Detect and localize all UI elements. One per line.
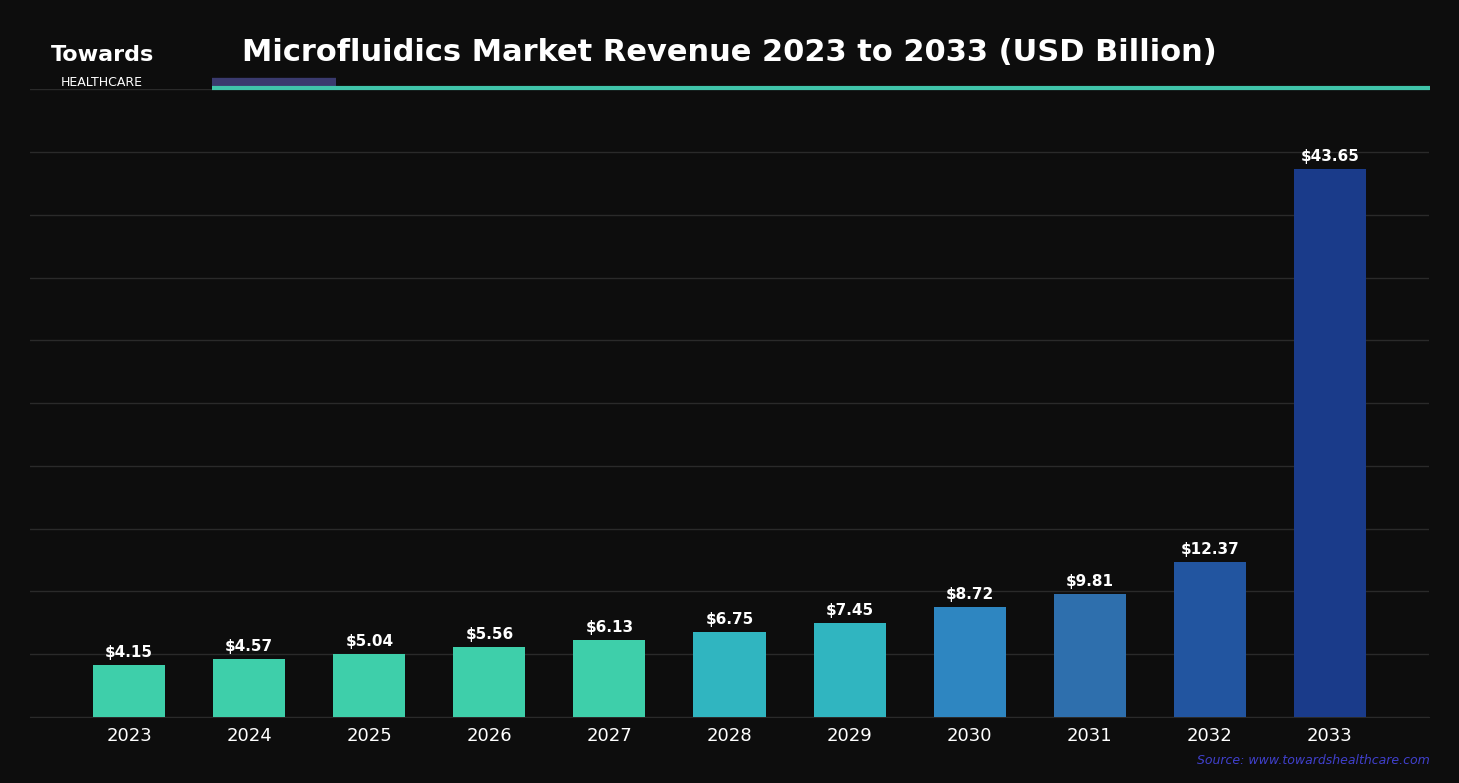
Text: $43.65: $43.65 bbox=[1300, 149, 1360, 164]
Text: $4.57: $4.57 bbox=[225, 640, 273, 655]
Text: Source: www.towardshealthcare.com: Source: www.towardshealthcare.com bbox=[1196, 754, 1430, 767]
Text: $6.13: $6.13 bbox=[585, 620, 633, 635]
Text: $4.15: $4.15 bbox=[105, 644, 153, 660]
Bar bbox=[93, 665, 165, 716]
Bar bbox=[213, 659, 286, 716]
Text: $9.81: $9.81 bbox=[1065, 574, 1113, 589]
Bar bbox=[693, 632, 766, 716]
Bar bbox=[1173, 561, 1246, 716]
Bar bbox=[1053, 594, 1126, 716]
Bar bbox=[333, 654, 406, 716]
Text: HEALTHCARE: HEALTHCARE bbox=[61, 76, 143, 88]
Text: $6.75: $6.75 bbox=[705, 612, 754, 627]
Bar bbox=[1294, 169, 1366, 716]
Text: Towards: Towards bbox=[51, 45, 153, 65]
Bar bbox=[934, 608, 1005, 716]
Bar bbox=[454, 647, 525, 716]
Text: $7.45: $7.45 bbox=[826, 603, 874, 619]
Text: $5.04: $5.04 bbox=[346, 633, 394, 648]
Text: $5.56: $5.56 bbox=[465, 627, 514, 642]
Text: $12.37: $12.37 bbox=[1180, 542, 1239, 557]
Title: Microfluidics Market Revenue 2023 to 2033 (USD Billion): Microfluidics Market Revenue 2023 to 203… bbox=[242, 38, 1217, 67]
Bar bbox=[573, 640, 645, 716]
Bar bbox=[814, 623, 886, 716]
Text: $8.72: $8.72 bbox=[945, 587, 994, 602]
